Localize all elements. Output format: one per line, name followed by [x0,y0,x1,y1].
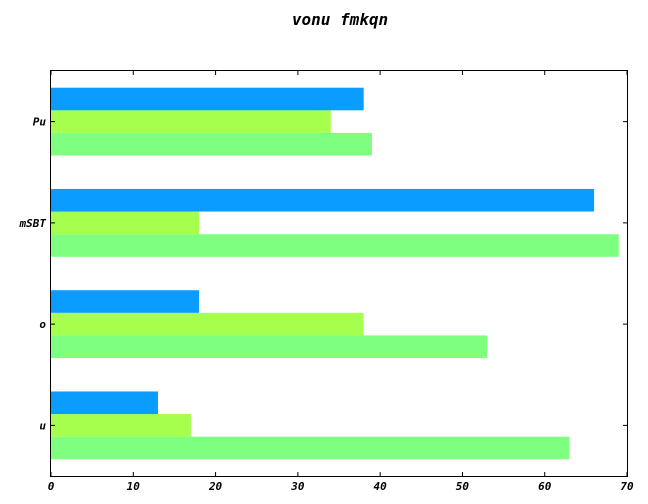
bar-o-series-1 [51,335,488,359]
bar-o-series-2 [51,312,364,336]
plot-area-frame [50,70,628,477]
bar-u-series-1 [51,436,570,460]
x-tick-label: 70 [620,480,634,493]
bar-mSBT-series-3 [51,188,595,212]
bar-mSBT-series-1 [51,234,619,257]
y-tick-label: u [39,419,46,432]
bar-u-series-3 [51,391,158,415]
bar-Pu-series-1 [51,132,372,156]
x-tick-label: 0 [48,480,55,493]
bar-mSBT-series-2 [51,211,200,235]
y-tick-label: o [39,318,46,331]
x-tick-label: 20 [208,480,223,493]
y-tick-label: mSBT [19,217,47,230]
x-tick-label: 50 [456,480,470,493]
x-tick-label: 30 [290,480,305,493]
x-tick-label: 40 [374,480,388,493]
bar-u-series-2 [51,414,191,437]
bar-Pu-series-2 [51,110,331,133]
bar-Pu-series-3 [51,87,364,111]
y-tick-label: Pu [33,116,47,129]
bar-o-series-3 [51,290,200,313]
bars-group [51,87,619,460]
x-tick-label: 60 [538,480,552,493]
chart-title: vonu fmkqn [292,10,388,29]
x-tick-label: 10 [127,480,141,493]
